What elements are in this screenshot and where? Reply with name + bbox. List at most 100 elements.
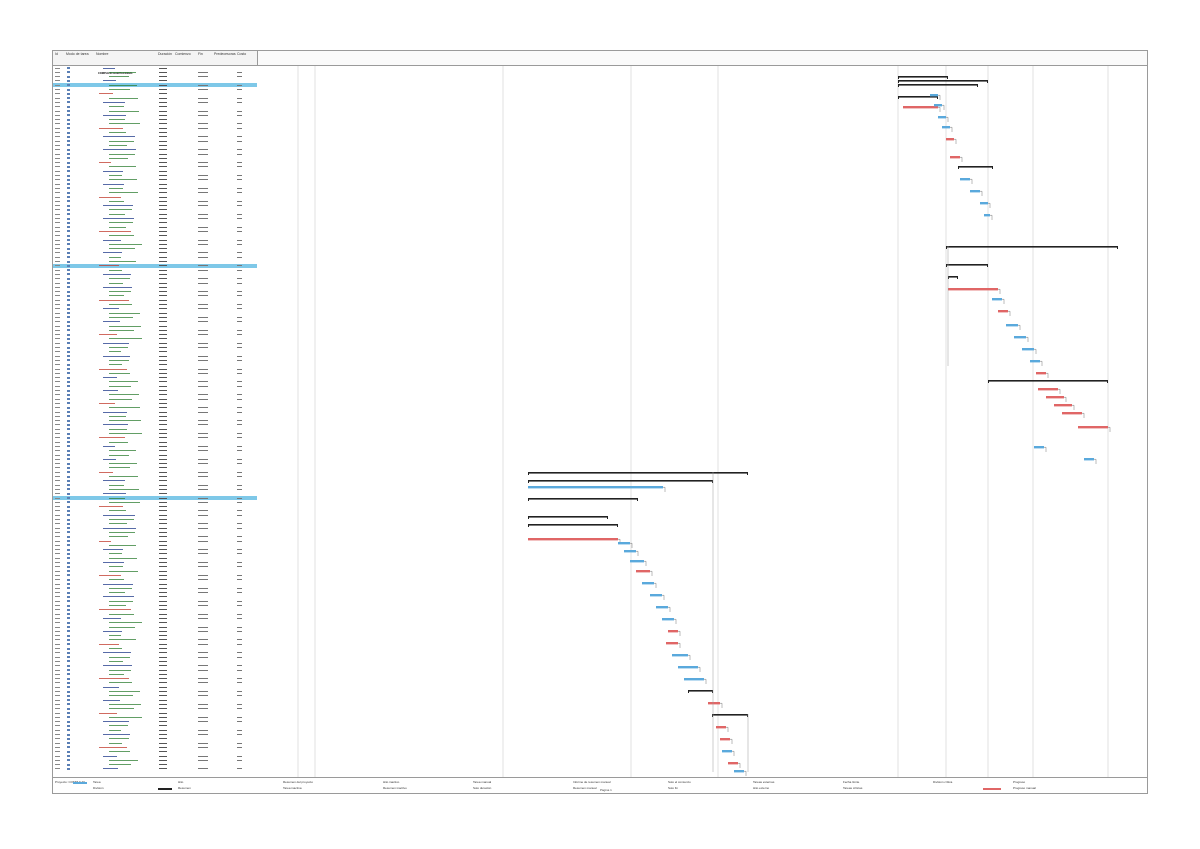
table-row[interactable] — [53, 419, 257, 423]
table-row[interactable] — [53, 143, 257, 147]
table-row[interactable] — [53, 470, 257, 474]
table-row[interactable] — [53, 320, 257, 324]
table-row[interactable] — [53, 642, 257, 646]
table-row[interactable] — [53, 479, 257, 483]
table-row[interactable] — [53, 548, 257, 552]
table-row[interactable] — [53, 247, 257, 251]
table-row[interactable] — [53, 423, 257, 427]
table-row[interactable] — [53, 199, 257, 203]
table-row[interactable] — [53, 337, 257, 341]
table-row[interactable] — [53, 513, 257, 517]
table-row[interactable] — [53, 397, 257, 401]
table-row[interactable] — [53, 707, 257, 711]
table-row[interactable] — [53, 105, 257, 109]
table-row[interactable] — [53, 294, 257, 298]
table-row[interactable] — [53, 290, 257, 294]
table-row[interactable] — [53, 685, 257, 689]
table-row[interactable] — [53, 561, 257, 565]
table-row[interactable] — [53, 324, 257, 328]
table-row[interactable] — [53, 341, 257, 345]
table-row[interactable] — [53, 728, 257, 732]
table-row[interactable] — [53, 251, 257, 255]
table-row[interactable] — [53, 238, 257, 242]
table-row[interactable] — [53, 659, 257, 663]
table-row[interactable] — [53, 96, 257, 100]
table-row[interactable] — [53, 436, 257, 440]
table-row[interactable] — [53, 715, 257, 719]
table-row[interactable] — [53, 315, 257, 319]
table-row[interactable] — [53, 449, 257, 453]
table-row[interactable] — [53, 681, 257, 685]
table-row[interactable] — [53, 500, 257, 504]
table-row[interactable] — [53, 634, 257, 638]
table-row[interactable] — [53, 578, 257, 582]
table-row[interactable] — [53, 625, 257, 629]
table-row[interactable] — [53, 672, 257, 676]
table-row[interactable] — [53, 750, 257, 754]
table-row[interactable] — [53, 599, 257, 603]
table-row[interactable] — [53, 483, 257, 487]
table-row[interactable] — [53, 573, 257, 577]
table-row[interactable] — [53, 83, 257, 88]
table-row[interactable] — [53, 616, 257, 620]
table-row[interactable] — [53, 401, 257, 405]
table-row[interactable] — [53, 505, 257, 509]
table-row[interactable] — [53, 217, 257, 221]
table-row[interactable] — [53, 629, 257, 633]
table-row[interactable] — [53, 733, 257, 737]
table-row[interactable] — [53, 530, 257, 534]
table-row[interactable] — [53, 444, 257, 448]
table-row[interactable] — [53, 346, 257, 350]
table-row[interactable] — [53, 608, 257, 612]
table-row[interactable] — [53, 741, 257, 745]
table-row[interactable] — [53, 466, 257, 470]
table-row[interactable] — [53, 410, 257, 414]
table-row[interactable] — [53, 655, 257, 659]
table-row[interactable] — [53, 668, 257, 672]
table-row[interactable] — [53, 70, 257, 74]
table-row[interactable] — [53, 509, 257, 513]
table-row[interactable] — [53, 745, 257, 749]
table-row[interactable] — [53, 272, 257, 276]
table-row[interactable] — [53, 229, 257, 233]
table-row[interactable] — [53, 122, 257, 126]
table-row[interactable] — [53, 350, 257, 354]
table-row[interactable] — [53, 621, 257, 625]
table-row[interactable] — [53, 475, 257, 479]
table-row[interactable] — [53, 569, 257, 573]
table-row[interactable] — [53, 758, 257, 762]
table-row[interactable] — [53, 118, 257, 122]
table-row[interactable] — [53, 152, 257, 156]
table-row[interactable] — [53, 384, 257, 388]
table-row[interactable] — [53, 277, 257, 281]
table-row[interactable] — [53, 487, 257, 491]
table-row[interactable] — [53, 221, 257, 225]
table-row[interactable] — [53, 100, 257, 104]
table-row[interactable] — [53, 535, 257, 539]
table-row[interactable] — [53, 677, 257, 681]
table-row[interactable] — [53, 462, 257, 466]
table-row[interactable] — [53, 148, 257, 152]
table-row[interactable] — [53, 204, 257, 208]
table-row[interactable] — [53, 255, 257, 259]
table-row[interactable] — [53, 307, 257, 311]
table-row[interactable] — [53, 363, 257, 367]
table-row[interactable] — [53, 763, 257, 767]
table-row[interactable] — [53, 260, 257, 264]
table-row[interactable] — [53, 135, 257, 139]
table-row[interactable] — [53, 285, 257, 289]
table-row[interactable] — [53, 66, 257, 70]
table-row[interactable] — [53, 263, 257, 269]
table-row[interactable] — [53, 440, 257, 444]
table-row[interactable] — [53, 427, 257, 431]
table-row[interactable] — [53, 113, 257, 117]
table-row[interactable] — [53, 75, 257, 79]
table-row[interactable] — [53, 311, 257, 315]
table-row[interactable] — [53, 724, 257, 728]
table-row[interactable] — [53, 711, 257, 715]
table-row[interactable] — [53, 208, 257, 212]
table-row[interactable] — [53, 496, 257, 501]
table-row[interactable] — [53, 354, 257, 358]
table-row[interactable] — [53, 178, 257, 182]
table-row[interactable] — [53, 591, 257, 595]
